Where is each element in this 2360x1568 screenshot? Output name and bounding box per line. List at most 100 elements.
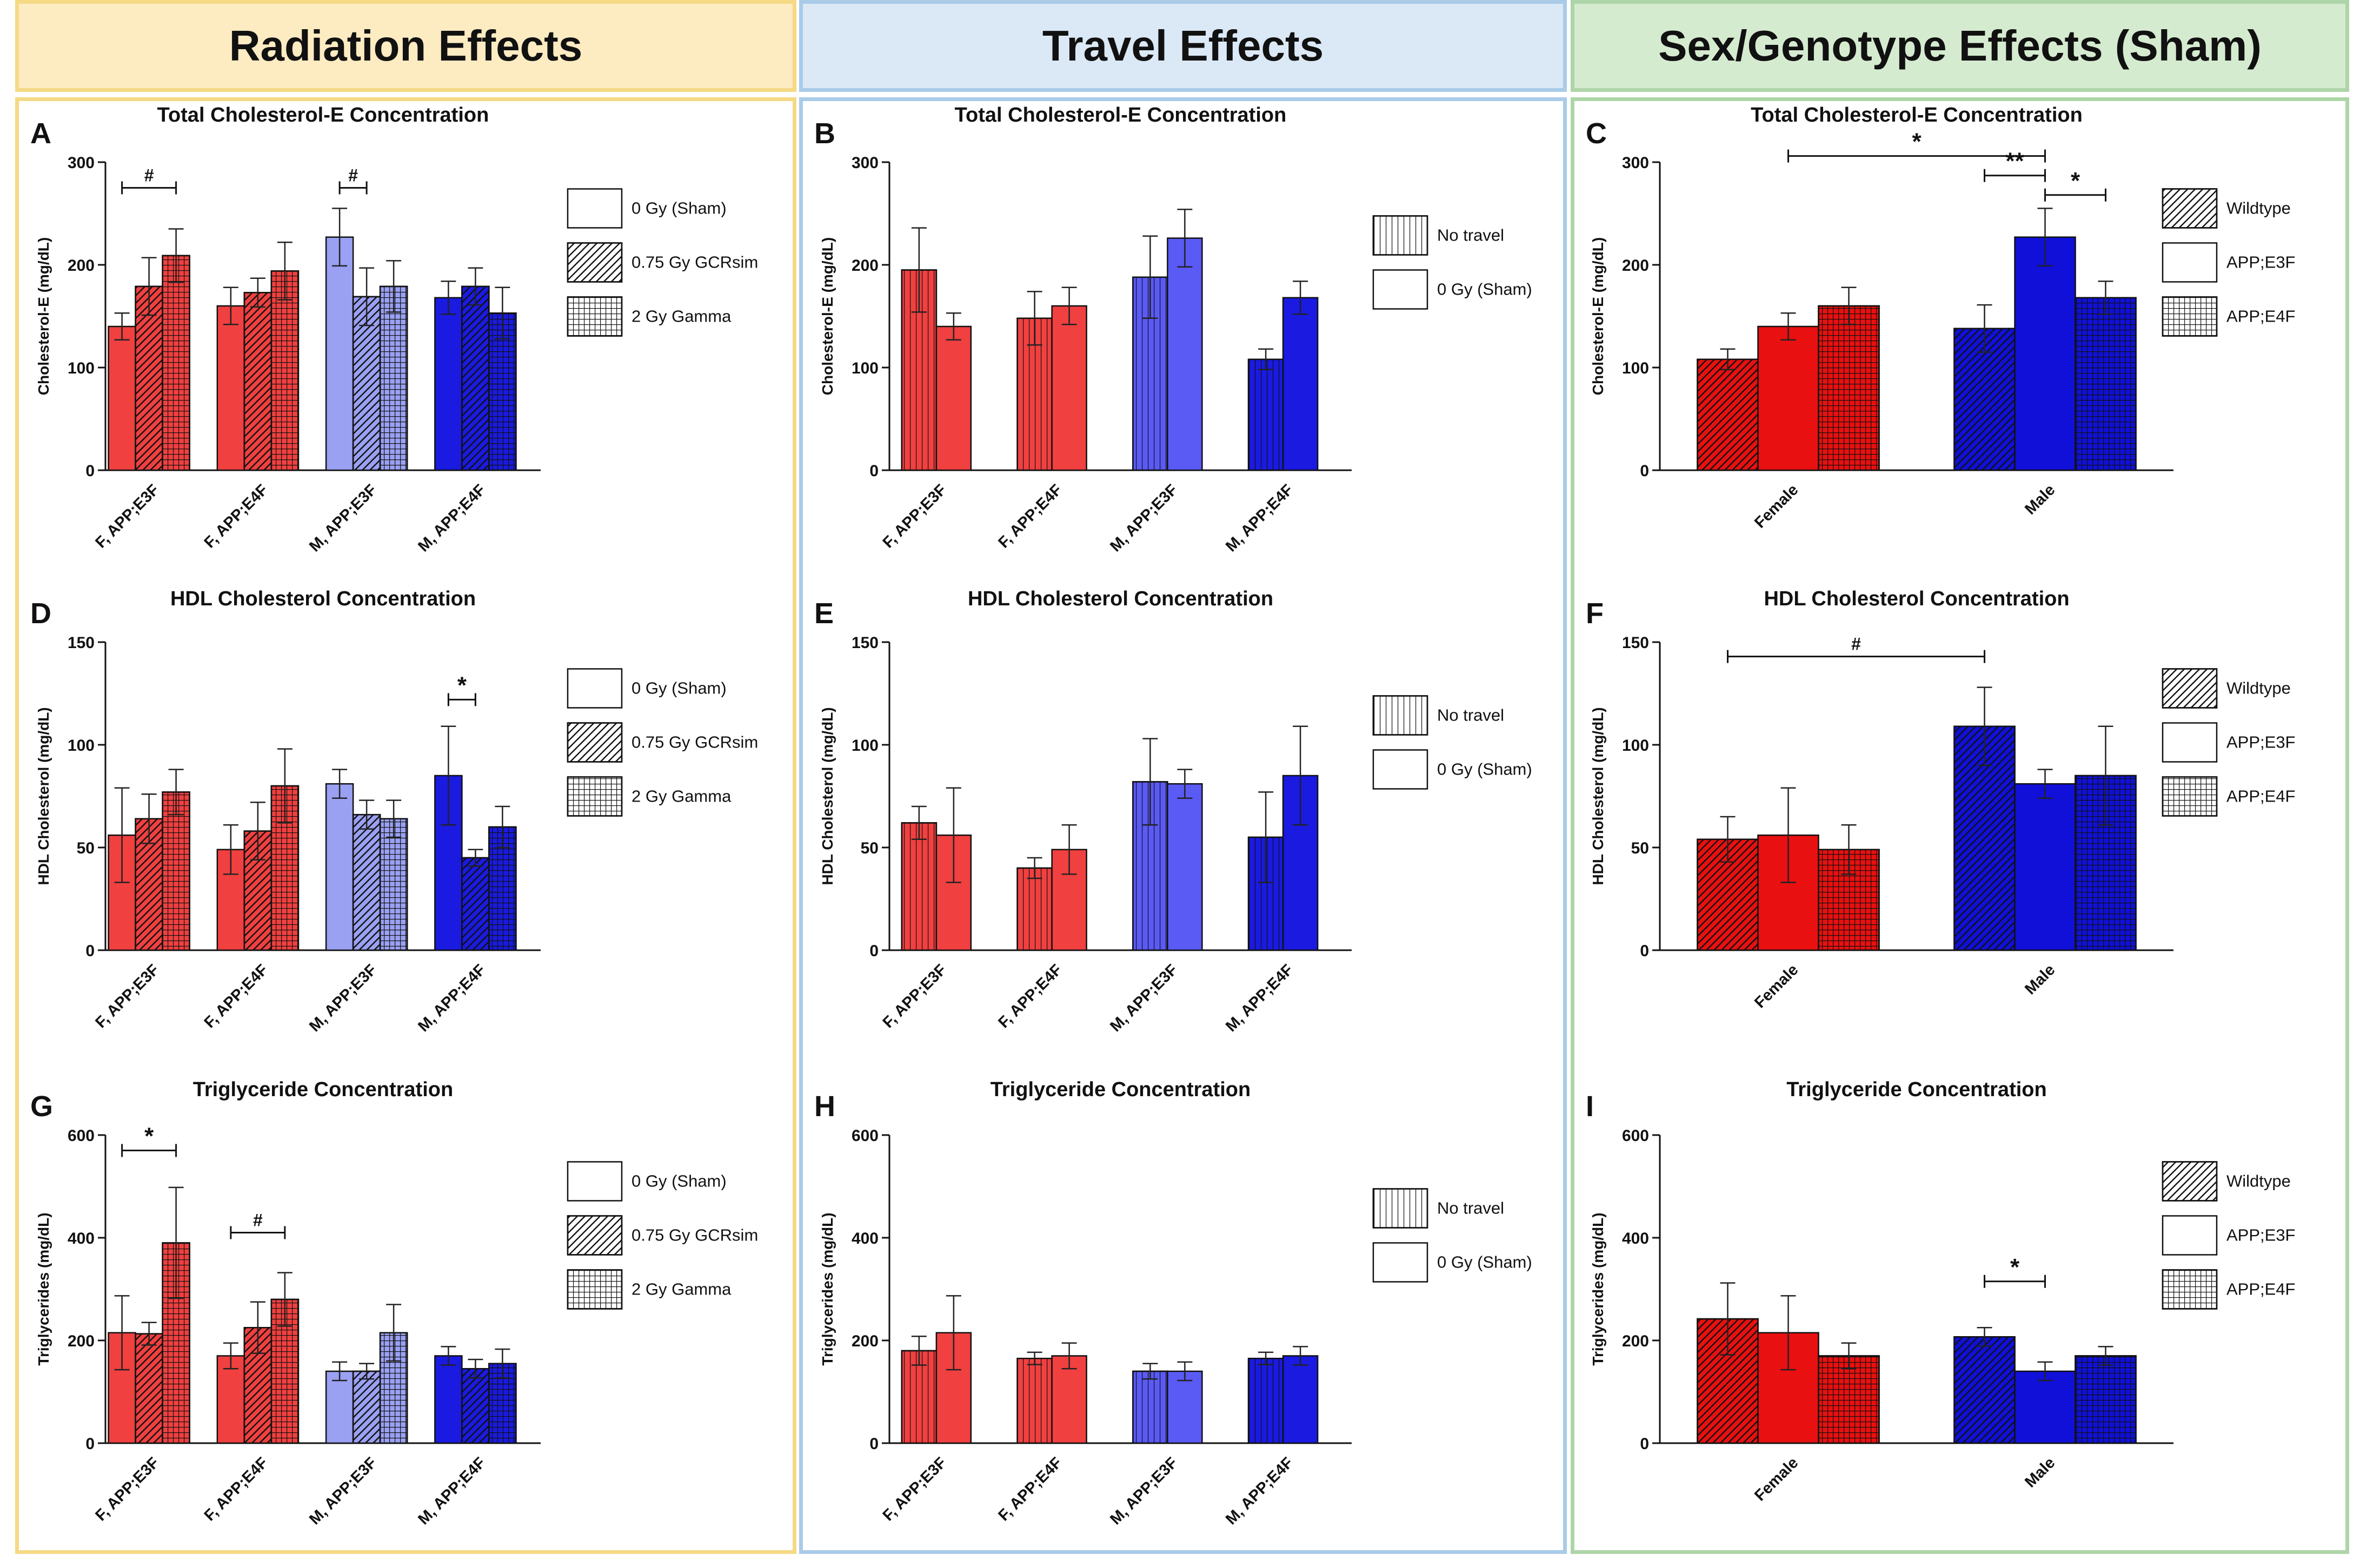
legend-label: 0 Gy (Sham) bbox=[631, 199, 727, 218]
legend-label: 0 Gy (Sham) bbox=[631, 679, 727, 698]
column-header-travel: Travel Effects bbox=[799, 0, 1567, 92]
significance-label: # bbox=[348, 166, 358, 185]
y-tick-label: 100 bbox=[1622, 359, 1649, 377]
legend-label: 0 Gy (Sham) bbox=[1437, 1253, 1532, 1272]
bar-hatch bbox=[162, 791, 190, 951]
legend-swatch bbox=[567, 1161, 623, 1202]
bar bbox=[325, 1370, 354, 1444]
legend-swatch bbox=[1372, 1242, 1428, 1283]
legend-label: 0 Gy (Sham) bbox=[1437, 760, 1532, 779]
x-tick-label: M, APP;E3F bbox=[1107, 1454, 1181, 1528]
legend-swatch-hatch bbox=[2162, 188, 2218, 229]
x-tick-label: F, APP;E3F bbox=[880, 1454, 950, 1524]
y-axis-label: Cholesterol-E (mg/dL) bbox=[35, 237, 52, 395]
bar bbox=[1167, 783, 1203, 951]
x-tick-label: F, APP;E3F bbox=[92, 481, 162, 551]
legend-swatch-hatch bbox=[2162, 296, 2218, 337]
bar-hatch bbox=[243, 292, 272, 471]
bar-hatch bbox=[379, 285, 408, 471]
y-tick-label: 400 bbox=[1622, 1230, 1649, 1247]
chart-panel-b: B Total Cholesterol-E Concentration 0 100 20… bbox=[814, 104, 1532, 555]
significance-label: * bbox=[2010, 1254, 2020, 1280]
bar bbox=[1757, 325, 1819, 471]
legend-swatch-hatch bbox=[2162, 1269, 2218, 1310]
y-tick-label: 200 bbox=[1622, 1332, 1649, 1350]
legend-label: APP;E3F bbox=[2226, 253, 2296, 272]
significance-label: # bbox=[1851, 635, 1861, 654]
legend-swatch bbox=[2162, 242, 2218, 283]
legend-swatch-hatch bbox=[567, 242, 623, 283]
chart-panel-f: F HDL Cholesterol Concentration 0 50 100 150 H… bbox=[1586, 588, 2296, 1012]
bar-hatch bbox=[1132, 1370, 1168, 1444]
significance-label: ** bbox=[2005, 148, 2024, 175]
significance-label: # bbox=[144, 166, 154, 185]
chart-panel-i: I Triglyceride Concentration 0 200 400 600 Tri… bbox=[1586, 1078, 2296, 1505]
chart-title: Triglyceride Concentration bbox=[193, 1078, 453, 1101]
bar bbox=[434, 297, 463, 471]
bar-hatch bbox=[270, 270, 300, 471]
significance-label: * bbox=[457, 672, 467, 698]
x-tick-label: M, APP;E4F bbox=[415, 1454, 489, 1528]
y-tick-label: 600 bbox=[68, 1127, 95, 1145]
legend-swatch-hatch bbox=[567, 1269, 623, 1310]
column-header-radiation: Radiation Effects bbox=[15, 0, 796, 92]
chart-title: Triglyceride Concentration bbox=[1786, 1078, 2046, 1101]
y-axis-label: Triglycerides (mg/dL) bbox=[819, 1212, 836, 1365]
legend-label: No travel bbox=[1437, 1199, 1504, 1218]
y-tick-label: 200 bbox=[68, 1332, 95, 1350]
bar-hatch bbox=[1953, 1336, 2016, 1444]
x-tick-label: F, APP;E4F bbox=[995, 481, 1065, 551]
y-tick-label: 400 bbox=[852, 1230, 879, 1247]
bar-hatch bbox=[162, 255, 190, 471]
y-tick-label: 0 bbox=[1640, 1435, 1649, 1453]
legend-label: APP;E4F bbox=[2226, 307, 2296, 326]
x-tick-label: F, APP;E4F bbox=[995, 961, 1065, 1031]
x-tick-label: F, APP;E3F bbox=[880, 961, 950, 1031]
chart-title: Total Cholesterol-E Concentration bbox=[1751, 104, 2083, 126]
y-tick-label: 150 bbox=[1622, 634, 1649, 652]
legend-label: 2 Gy Gamma bbox=[631, 787, 732, 806]
legend-label: Wildtype bbox=[2226, 679, 2291, 698]
x-tick-label: M, APP;E4F bbox=[1222, 1454, 1297, 1528]
bar bbox=[108, 1332, 136, 1444]
y-tick-label: 0 bbox=[869, 462, 879, 480]
bar-hatch bbox=[901, 822, 938, 951]
bar bbox=[325, 783, 354, 951]
bar-hatch bbox=[352, 1370, 381, 1444]
legend-swatch bbox=[2162, 722, 2218, 763]
bar-hatch bbox=[1697, 358, 1759, 471]
y-tick-label: 200 bbox=[68, 257, 95, 275]
significance-label: * bbox=[1912, 129, 1922, 155]
y-tick-label: 200 bbox=[852, 1332, 879, 1350]
bar bbox=[1282, 1355, 1319, 1444]
chart-title: HDL Cholesterol Concentration bbox=[1764, 588, 2069, 610]
x-tick-label: M, APP;E4F bbox=[415, 481, 489, 555]
column-title-sex-genotype: Sex/Genotype Effects (Sham) bbox=[1658, 22, 2262, 70]
chart-panel-g: G Triglyceride Concentration 0 200 400 600 Tri… bbox=[30, 1078, 758, 1528]
bar-hatch bbox=[1818, 305, 1880, 471]
panel-letter: C bbox=[1586, 117, 1607, 150]
y-axis-label: HDL Cholesterol (mg/dL) bbox=[35, 707, 52, 885]
y-tick-label: 0 bbox=[869, 942, 879, 960]
significance-label: # bbox=[253, 1211, 263, 1230]
significance-label: * bbox=[2071, 168, 2080, 194]
legend-swatch bbox=[1372, 749, 1428, 790]
legend-label: APP;E3F bbox=[2226, 733, 2296, 752]
chart-panel-h: H Triglyceride Concentration 0 200 400 600 Tri… bbox=[814, 1078, 1532, 1528]
bar bbox=[1051, 1355, 1087, 1444]
legend-label: 2 Gy Gamma bbox=[631, 1280, 732, 1299]
x-tick-label: M, APP;E4F bbox=[415, 961, 489, 1035]
legend-label: 0.75 Gy GCRsim bbox=[631, 1226, 758, 1245]
bar-hatch bbox=[2075, 297, 2137, 471]
legend-swatch-hatch bbox=[2162, 1161, 2218, 1202]
bar-hatch bbox=[1016, 867, 1053, 951]
bar-hatch bbox=[1247, 358, 1284, 471]
x-tick-label: M, APP;E3F bbox=[306, 961, 380, 1035]
legend-swatch-hatch bbox=[1372, 695, 1428, 736]
y-tick-label: 150 bbox=[852, 634, 879, 652]
bar-hatch bbox=[1818, 1355, 1880, 1444]
bar bbox=[325, 236, 354, 471]
y-tick-label: 50 bbox=[77, 839, 95, 857]
panel-letter: D bbox=[30, 597, 51, 630]
bar-hatch bbox=[352, 813, 381, 951]
